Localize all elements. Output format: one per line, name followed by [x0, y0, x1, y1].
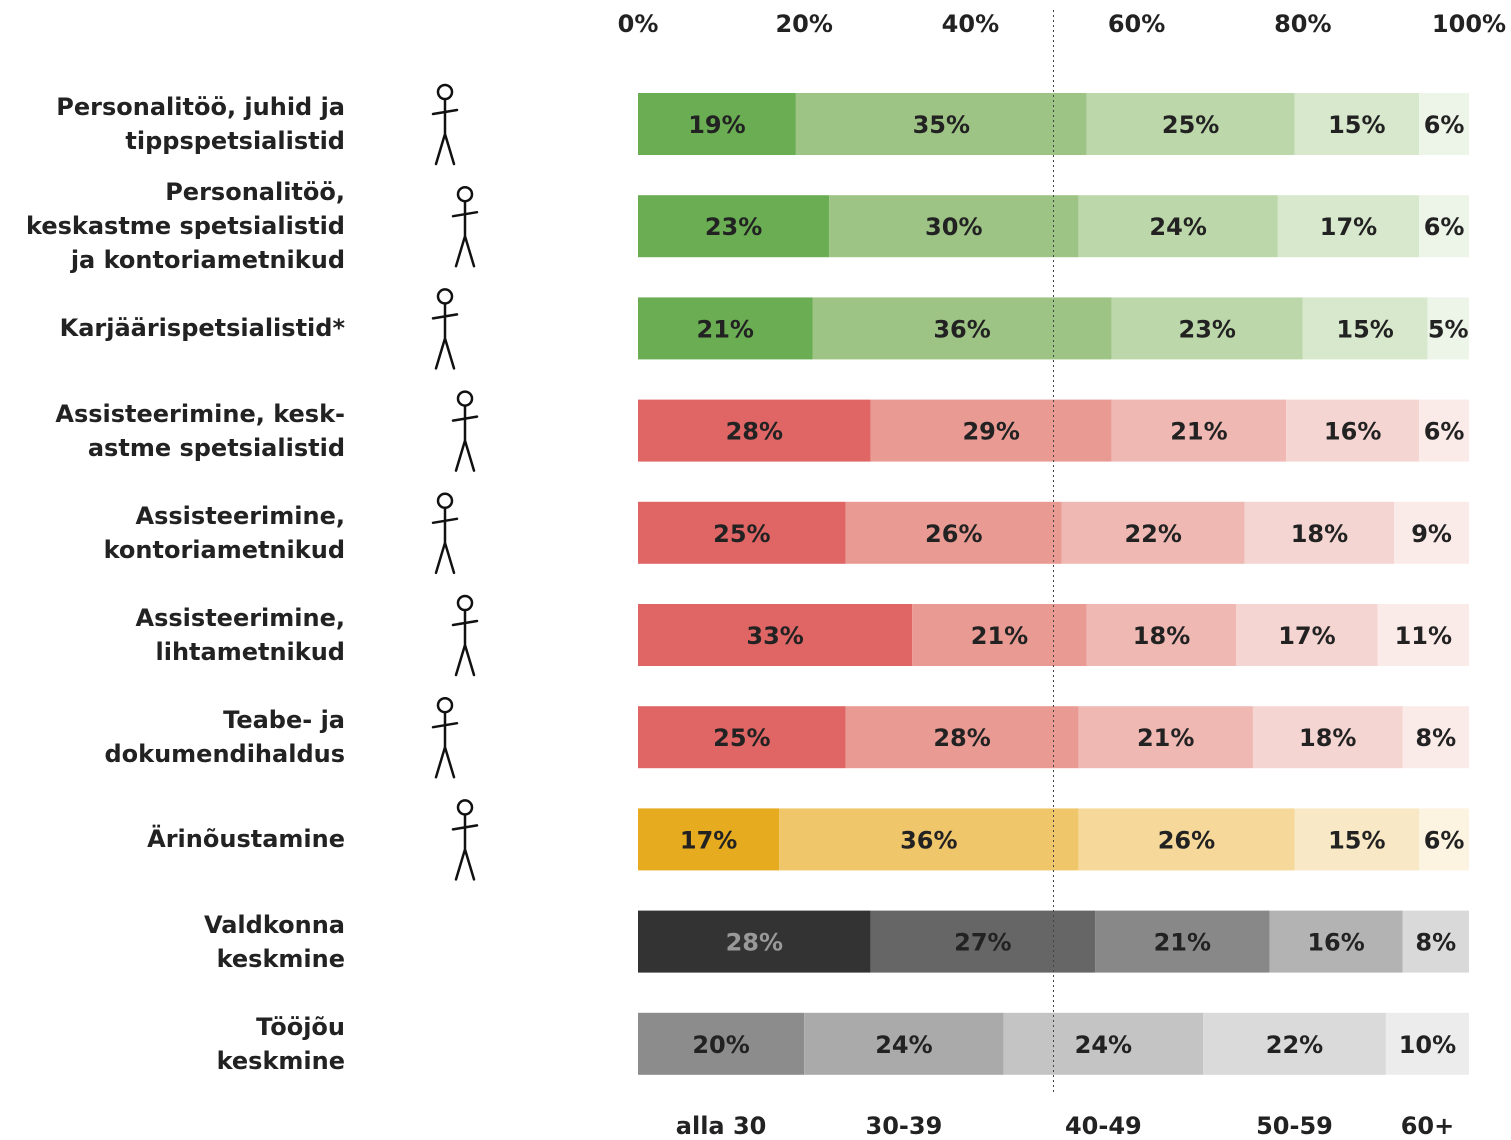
- value-label: 18%: [1133, 622, 1190, 650]
- value-label: 15%: [1328, 826, 1385, 854]
- category-label: Personalitöö, juhid ja tippspetsialistid: [0, 90, 345, 158]
- value-label: 8%: [1415, 929, 1456, 957]
- pictogram-body: [453, 815, 477, 879]
- category-label: Personalitöö, keskastme spetsialistid ja…: [0, 175, 345, 277]
- value-label: 17%: [1320, 213, 1377, 241]
- value-label: 21%: [1170, 418, 1227, 446]
- value-label: 35%: [913, 111, 970, 139]
- value-label: 26%: [1158, 826, 1215, 854]
- value-label: 6%: [1424, 111, 1465, 139]
- value-label: 36%: [900, 826, 957, 854]
- pictogram: [433, 289, 457, 368]
- x-tick-label: 60%: [1108, 10, 1165, 38]
- value-label: 21%: [1154, 929, 1211, 957]
- x-tick-label: 100%: [1432, 10, 1506, 38]
- value-label: 18%: [1291, 520, 1348, 548]
- value-label: 11%: [1395, 622, 1452, 650]
- legend-label: 30-39: [866, 1112, 943, 1140]
- value-label: 15%: [1336, 315, 1393, 343]
- value-label: 16%: [1307, 929, 1364, 957]
- value-label: 19%: [688, 111, 745, 139]
- category-label: Ärinõustamine: [0, 822, 345, 856]
- legend-label: 40-49: [1065, 1112, 1142, 1140]
- value-label: 21%: [971, 622, 1028, 650]
- value-label: 28%: [726, 929, 783, 957]
- pictogram-body: [453, 611, 477, 675]
- pictogram: [433, 85, 457, 164]
- category-label: Assisteerimine, lihtametnikud: [0, 601, 345, 669]
- value-label: 22%: [1124, 520, 1181, 548]
- category-label: Valdkonna keskmine: [0, 908, 345, 976]
- pictogram: [453, 596, 477, 675]
- pictogram-head: [438, 494, 452, 508]
- value-label: 24%: [1075, 1031, 1132, 1059]
- value-label: 5%: [1428, 315, 1469, 343]
- value-label: 24%: [1149, 213, 1206, 241]
- value-label: 25%: [713, 724, 770, 752]
- pictogram-head: [458, 800, 472, 814]
- pictogram-body: [433, 713, 457, 777]
- value-label: 17%: [680, 826, 737, 854]
- value-label: 25%: [713, 520, 770, 548]
- pictogram-head: [458, 596, 472, 610]
- value-label: 18%: [1299, 724, 1356, 752]
- pictogram-body: [453, 407, 477, 471]
- category-label: Assisteerimine, kesk- astme spetsialisti…: [0, 397, 345, 465]
- category-label: Teabe- ja dokumendihaldus: [0, 703, 345, 771]
- pictogram-head: [458, 187, 472, 201]
- value-label: 6%: [1424, 213, 1465, 241]
- value-label: 26%: [925, 520, 982, 548]
- value-label: 24%: [875, 1031, 932, 1059]
- value-label: 30%: [925, 213, 982, 241]
- value-label: 22%: [1266, 1031, 1323, 1059]
- value-label: 20%: [692, 1031, 749, 1059]
- value-label: 28%: [933, 724, 990, 752]
- pictogram-body: [433, 509, 457, 573]
- pictogram: [433, 494, 457, 573]
- value-label: 6%: [1424, 418, 1465, 446]
- value-label: 6%: [1424, 826, 1465, 854]
- pictogram-body: [433, 304, 457, 368]
- x-tick-label: 80%: [1274, 10, 1331, 38]
- pictogram: [453, 392, 477, 471]
- value-label: 9%: [1411, 520, 1452, 548]
- x-tick-label: 20%: [775, 10, 832, 38]
- pictogram: [453, 800, 477, 879]
- legend-label: 60+: [1401, 1112, 1455, 1140]
- page: 0% 20% 40% 60% 80% 100% 19% 35% 25% 15% 6% 23% 30% 24…: [0, 0, 1511, 1140]
- pictogram-head: [458, 392, 472, 406]
- legend-label: 50-59: [1256, 1112, 1333, 1140]
- value-label: 21%: [1137, 724, 1194, 752]
- pictogram-head: [438, 85, 452, 99]
- pictogram: [433, 698, 457, 777]
- category-label: Karjäärispetsialistid*: [0, 311, 345, 345]
- x-tick-label: 0%: [618, 10, 659, 38]
- pictogram-head: [438, 698, 452, 712]
- category-label: Assisteerimine, kontoriametnikud: [0, 499, 345, 567]
- category-label: Tööjõu keskmine: [0, 1010, 345, 1078]
- value-label: 8%: [1415, 724, 1456, 752]
- pictogram: [453, 187, 477, 266]
- legend-label: alla 30: [676, 1112, 767, 1140]
- value-label: 36%: [933, 315, 990, 343]
- value-label: 15%: [1328, 111, 1385, 139]
- pictogram-body: [453, 202, 477, 266]
- pictogram-head: [438, 289, 452, 303]
- value-label: 16%: [1324, 418, 1381, 446]
- value-label: 25%: [1162, 111, 1219, 139]
- value-label: 10%: [1399, 1031, 1456, 1059]
- value-label: 33%: [746, 622, 803, 650]
- value-label: 23%: [1179, 315, 1236, 343]
- value-label: 28%: [726, 418, 783, 446]
- value-label: 17%: [1278, 622, 1335, 650]
- value-label: 21%: [697, 315, 754, 343]
- pictogram-body: [433, 100, 457, 164]
- value-label: 29%: [962, 418, 1019, 446]
- value-label: 27%: [954, 929, 1011, 957]
- x-tick-label: 40%: [942, 10, 999, 38]
- value-label: 23%: [705, 213, 762, 241]
